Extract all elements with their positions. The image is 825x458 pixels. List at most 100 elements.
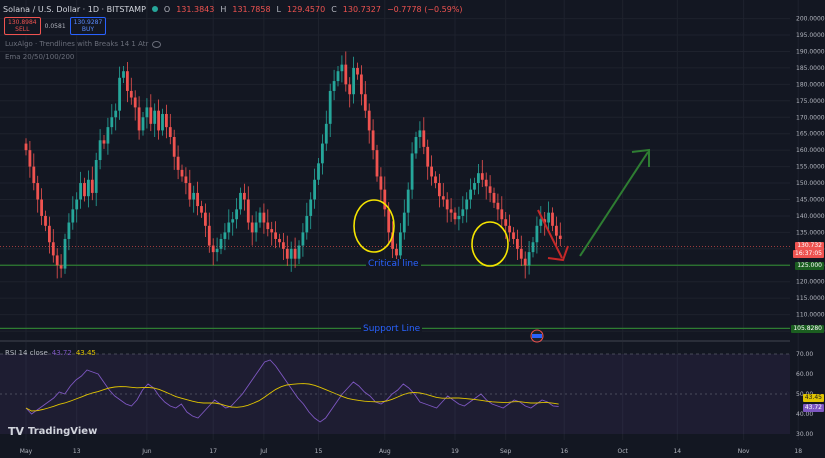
candle-body <box>192 192 196 200</box>
candle-body <box>153 110 157 124</box>
indicator-luxalgo[interactable]: LuxAlgo · Trendlines with Breaks 14 1 At… <box>5 40 162 48</box>
candle-body <box>492 192 496 203</box>
price-tick: 175.0000 <box>796 98 825 105</box>
candle-body <box>332 81 336 91</box>
candle-body <box>387 209 391 233</box>
indicator-luxalgo-label: LuxAlgo · Trendlines with Breaks 14 1 At… <box>5 40 149 48</box>
candle-body <box>305 215 309 233</box>
candle-body <box>274 232 277 239</box>
buy-label: BUY <box>81 26 95 33</box>
candle-body <box>157 110 160 131</box>
time-tick: 13 <box>73 448 81 455</box>
tradingview-logo[interactable]: TV TradingView <box>8 425 97 438</box>
time-tick: Jul <box>259 448 268 455</box>
candle-body <box>422 130 426 147</box>
candle-body <box>219 238 223 249</box>
rsi-label: RSI 14 close <box>5 349 48 357</box>
time-axis[interactable]: May 13 Jun 17 Jul 15 Aug 19 Sep 16 Oct 14 Nov 18 <box>20 448 802 455</box>
candle-body <box>90 179 94 193</box>
candle-body <box>527 252 531 266</box>
critical-price-tag: 125.000 <box>795 262 824 270</box>
candle-body <box>254 222 258 233</box>
candle-body <box>126 71 129 91</box>
candle-body <box>402 212 406 233</box>
market-open-icon <box>151 6 158 12</box>
candle-body <box>438 183 441 197</box>
candle-body <box>293 248 297 259</box>
candle-body <box>231 219 235 223</box>
price-tick: 200.0000 <box>796 16 825 23</box>
critical-line-label[interactable]: Critical line <box>366 259 421 269</box>
candle-body <box>465 199 469 210</box>
candle-body <box>500 209 504 220</box>
candle-body <box>67 222 71 239</box>
candle-body <box>184 176 188 184</box>
user-drawings[interactable] <box>353 148 650 343</box>
close-label: C <box>331 4 337 14</box>
candle-body <box>488 186 492 193</box>
candle-body <box>235 209 238 220</box>
candle-body <box>28 150 32 167</box>
candle-body <box>441 196 445 200</box>
candle-body <box>317 163 320 180</box>
time-tick: May <box>20 448 33 455</box>
candle-body <box>356 67 359 75</box>
candle-body <box>375 150 379 177</box>
candle-body <box>48 225 51 243</box>
candle-body <box>340 64 344 72</box>
candle-body <box>383 189 387 210</box>
price-tick: 195.0000 <box>796 32 825 39</box>
candle-body <box>239 192 242 210</box>
time-tick: 14 <box>673 448 681 455</box>
price-tick: 150.0000 <box>796 180 825 187</box>
time-tick: 18 <box>794 448 802 455</box>
candle-body <box>196 192 199 207</box>
candle-body <box>180 169 184 177</box>
circle-highlight-aug[interactable] <box>353 199 395 253</box>
candle-body <box>106 127 110 144</box>
candle-body <box>59 265 63 269</box>
price-tick: 135.0000 <box>796 229 825 236</box>
candle-body <box>200 206 203 213</box>
sell-button[interactable]: 130.8984 SELL <box>4 17 41 35</box>
time-tick: Nov <box>738 448 750 455</box>
symbol-title[interactable]: Solana / U.S. Dollar · 1D · BITSTAMP <box>3 4 146 14</box>
rsi-ma-tag: 43.45 <box>802 394 824 402</box>
low-label: L <box>276 4 282 14</box>
rsi-header[interactable]: RSI 14 close 43.72 43.45 <box>5 349 96 357</box>
countdown-tag: 16:37:05 <box>793 250 824 258</box>
support-line-label[interactable]: Support Line <box>361 324 423 334</box>
candle-body <box>207 225 211 246</box>
open-label: O <box>163 4 171 14</box>
candle-body <box>297 245 301 259</box>
tradingview-logo-icon: TV <box>8 425 25 438</box>
candle-body <box>133 97 137 108</box>
up-arrow-head-icon <box>631 148 650 167</box>
pane-divider[interactable] <box>0 340 790 342</box>
candle-body <box>161 113 164 131</box>
price-tick: 120.0000 <box>796 279 825 286</box>
up-arrow[interactable] <box>579 151 649 257</box>
time-tick: 19 <box>451 448 459 455</box>
price-tick: 110.0000 <box>796 312 825 319</box>
sell-label: SELL <box>15 26 30 33</box>
candle-body <box>63 238 67 269</box>
rsi-value: 43.72 <box>51 349 72 357</box>
buy-button[interactable]: 130.9287 BUY <box>69 17 107 35</box>
candle-body <box>457 215 461 220</box>
candle-body <box>371 130 375 151</box>
candle-body <box>555 225 558 236</box>
candle-body <box>129 90 133 98</box>
sell-price: 130.8984 <box>8 19 37 26</box>
indicator-ema-label: Ema 20/50/100/200 <box>5 53 75 61</box>
candle-body <box>523 258 527 266</box>
price-tick: 140.0000 <box>796 213 825 220</box>
circle-highlight-sep[interactable] <box>471 221 509 267</box>
candle-body <box>453 212 457 220</box>
indicator-ema[interactable]: Ema 20/50/100/200 <box>5 53 74 61</box>
eye-icon[interactable] <box>152 40 162 48</box>
candlesticks <box>24 51 562 279</box>
candle-body <box>551 212 554 226</box>
down-arrow[interactable] <box>537 209 563 259</box>
